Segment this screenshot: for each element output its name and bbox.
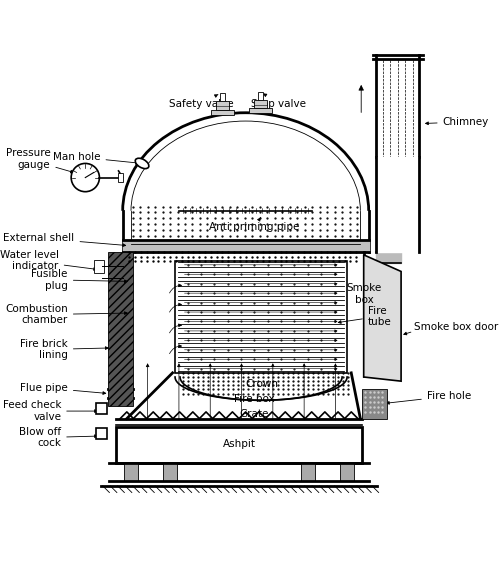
Text: Smoke
box: Smoke box: [347, 283, 382, 305]
Text: Flue pipe: Flue pipe: [20, 383, 106, 395]
Text: External shell: External shell: [4, 233, 126, 246]
Text: Fusible
plug: Fusible plug: [32, 269, 127, 291]
Text: Anti priming pipe: Anti priming pipe: [209, 218, 299, 233]
Text: Fire box: Fire box: [234, 395, 274, 404]
Bar: [118, 174, 123, 182]
Bar: [96, 428, 107, 439]
Bar: [216, 101, 229, 110]
Bar: [175, 261, 347, 373]
Bar: [249, 108, 272, 114]
Ellipse shape: [135, 158, 149, 168]
Text: Fire brick
lining: Fire brick lining: [20, 339, 108, 361]
Bar: [116, 427, 362, 463]
Bar: [301, 463, 315, 481]
Text: Combustion
chamber: Combustion chamber: [5, 304, 127, 325]
Text: Crown: Crown: [246, 379, 279, 389]
Bar: [211, 110, 234, 114]
Text: Ashpit: Ashpit: [222, 439, 256, 449]
Bar: [341, 463, 354, 481]
Circle shape: [71, 163, 100, 192]
Polygon shape: [364, 255, 401, 381]
Text: Stop valve: Stop valve: [252, 94, 306, 108]
Text: Pressure
gauge: Pressure gauge: [6, 148, 73, 173]
Text: Blow off
cock: Blow off cock: [19, 427, 98, 448]
Bar: [124, 463, 138, 481]
Bar: [163, 463, 177, 481]
Bar: [94, 260, 104, 273]
Text: Smoke box door: Smoke box door: [413, 322, 498, 332]
Text: Chimney: Chimney: [426, 117, 489, 127]
Bar: [362, 389, 387, 418]
Bar: [258, 92, 263, 100]
Text: Fire
tube: Fire tube: [339, 306, 392, 327]
Text: Man hole: Man hole: [53, 152, 138, 164]
Text: Water level
indicator: Water level indicator: [0, 250, 97, 271]
Bar: [220, 93, 225, 101]
Bar: [254, 100, 267, 108]
Text: Safety valve: Safety valve: [170, 95, 234, 108]
Bar: [96, 403, 107, 414]
Text: Fire hole: Fire hole: [386, 391, 471, 404]
Bar: [108, 252, 133, 406]
Bar: [364, 252, 365, 377]
Text: Feed check
valve: Feed check valve: [3, 400, 98, 422]
Text: Grate: Grate: [239, 410, 269, 419]
